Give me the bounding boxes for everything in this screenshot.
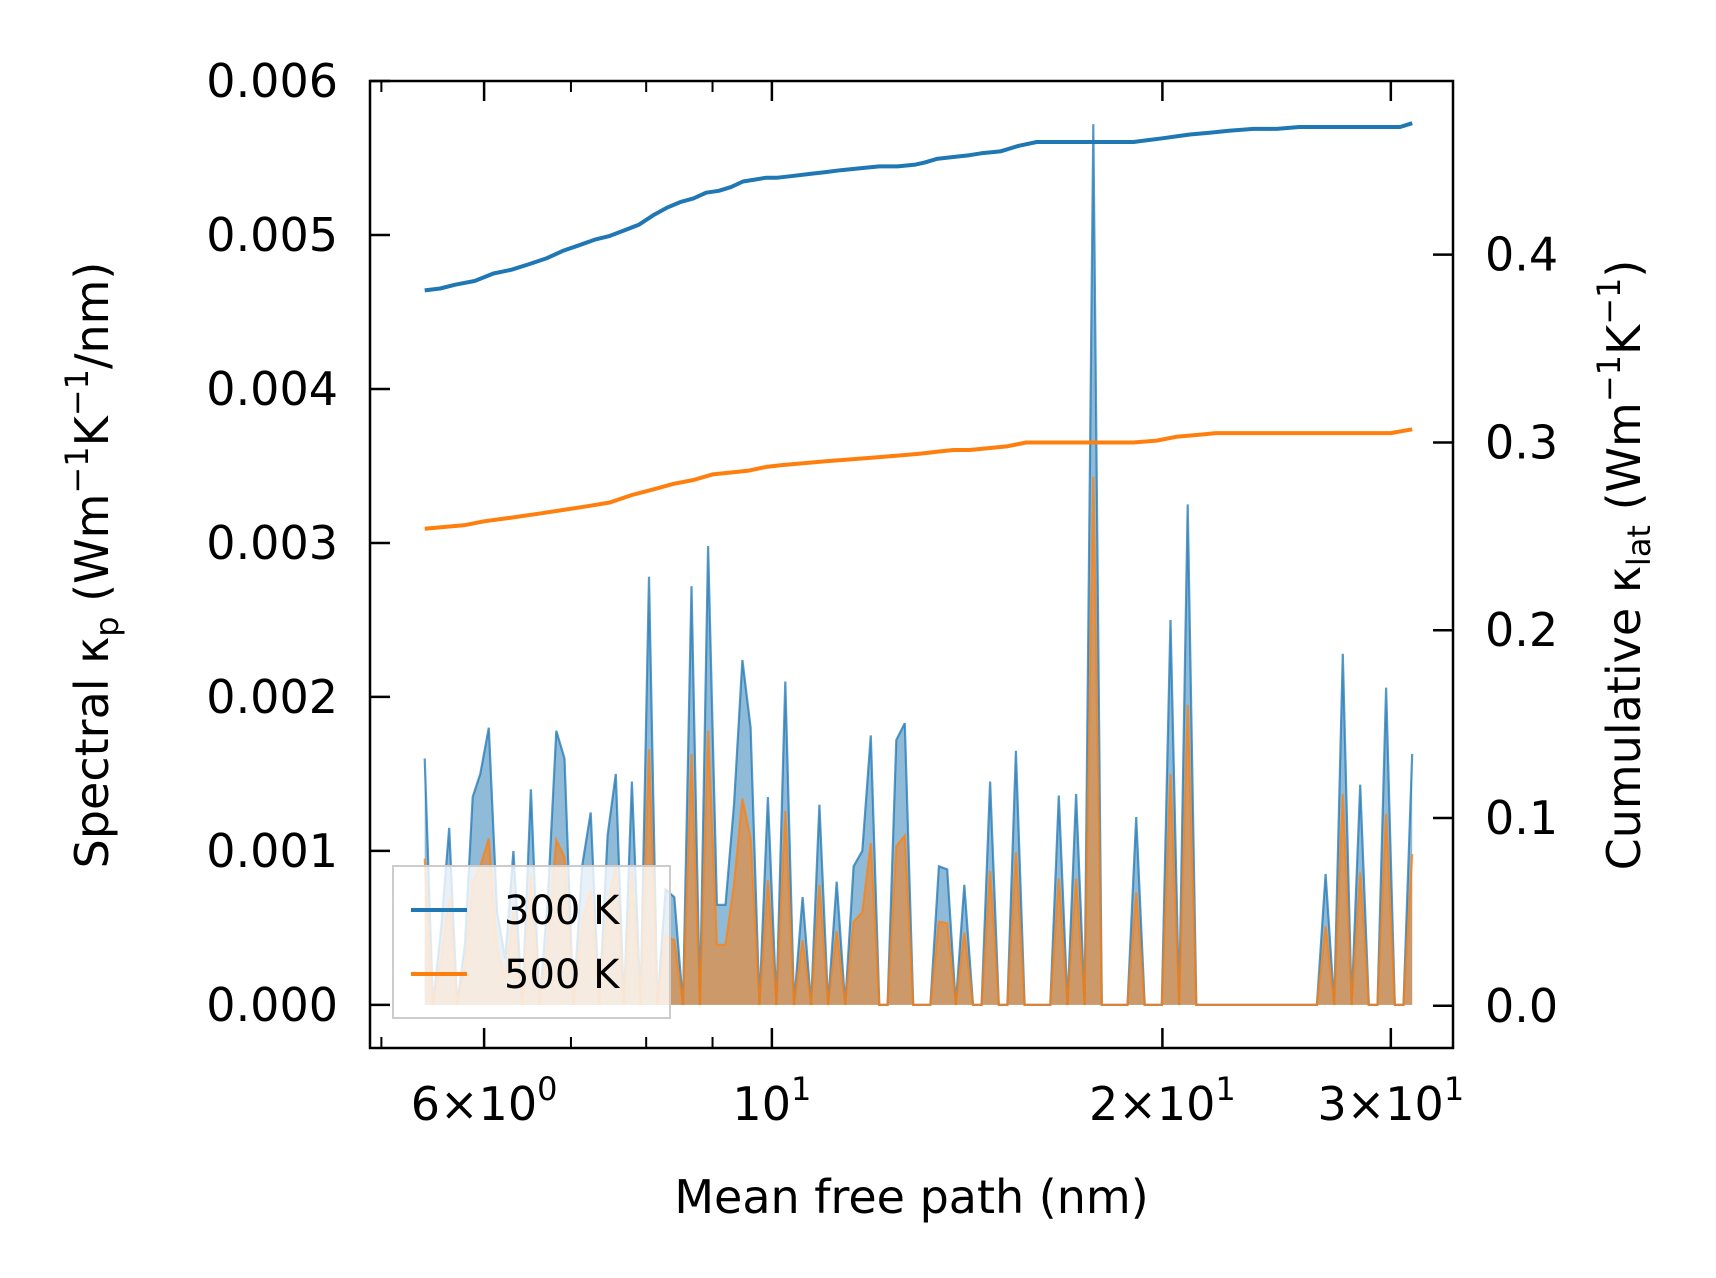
y-left-tick-label: 0.002 — [206, 670, 338, 724]
y-right-axis-title-unit: (Wm — [1597, 402, 1651, 525]
legend: 300 K 500 K — [392, 865, 671, 1019]
x-tick-exponent: 1 — [1444, 1070, 1464, 1108]
y-right-axis-title-exponent: −1 — [1590, 278, 1628, 325]
y-right-tick-label: 0.4 — [1485, 228, 1558, 282]
legend-box — [392, 865, 671, 1019]
cumulative-line-300k — [424, 121, 1413, 293]
x-tick-mantissa: 3 — [1317, 1077, 1346, 1131]
y-right-tick-label: 0.1 — [1485, 791, 1558, 845]
x-tick-times: × — [1118, 1077, 1157, 1131]
y-left-axis-title-unit-close: /nm) — [65, 262, 119, 369]
y-right-axis-title-main: Cumulative κ — [1597, 566, 1651, 870]
y-left-axis-title-exponent: −1 — [58, 369, 96, 416]
x-tick-label: 2×101 — [1089, 1070, 1236, 1131]
y-right-tick-label: 0.2 — [1485, 603, 1558, 657]
y-left-tick-label: 0.000 — [206, 978, 338, 1032]
y-right-axis-title-exponent: −1 — [1590, 355, 1628, 402]
x-tick-base: 10 — [1157, 1077, 1216, 1131]
x-tick-base: 10 — [479, 1077, 538, 1131]
y-right-axis-title-unit-k: K — [1597, 323, 1651, 355]
plot-frame — [368, 79, 1455, 1050]
y-left-axis-title-exponent: −1 — [58, 446, 96, 493]
legend-label: 300 K — [504, 888, 621, 934]
y-right-tick-label: 0.0 — [1485, 979, 1558, 1033]
y-left-axis-title-subscript: p — [88, 616, 126, 636]
y-left-axis-title: Spectral κp (Wm−1K−1/nm) — [58, 262, 126, 869]
legend-label: 500 K — [504, 952, 621, 998]
x-tick-mantissa: 6 — [411, 1077, 440, 1131]
y-left-axis-title-main: Spectral κ — [65, 637, 119, 869]
y-left-tick-label: 0.006 — [206, 54, 338, 108]
axes-layer: 0.000 0.001 0.002 0.003 0.004 0.005 0.006 0.0 0.… — [58, 54, 1658, 1224]
x-tick-times: × — [440, 1077, 479, 1131]
x-tick-times: × — [1347, 1077, 1386, 1131]
y-right-axis-title: Cumulative κlat (Wm−1K−1) — [1590, 260, 1658, 871]
y-right-axis-title-unit-close: ) — [1597, 260, 1651, 278]
x-tick-label: 3×101 — [1317, 1070, 1464, 1131]
x-tick-exponent: 0 — [537, 1070, 557, 1108]
y-left-tick-label: 0.003 — [206, 516, 338, 570]
x-tick-exponent: 1 — [791, 1070, 811, 1108]
cumulative-line-500k — [424, 427, 1413, 531]
x-tick-label: 6×100 — [411, 1070, 558, 1131]
series-line-layer — [424, 121, 1413, 531]
x-axis-title: Mean free path (nm) — [674, 1170, 1148, 1224]
x-tick-exponent: 1 — [1215, 1070, 1235, 1108]
x-tick-label: 101 — [732, 1070, 811, 1131]
y-left-tick-label: 0.001 — [206, 824, 338, 878]
x-tick-mantissa: 2 — [1089, 1077, 1118, 1131]
y-left-tick-label: 0.005 — [206, 208, 338, 262]
y-left-axis-title-unit-k: K — [65, 414, 119, 446]
x-tick-base: 10 — [1385, 1077, 1444, 1131]
y-right-tick-label: 0.3 — [1485, 415, 1558, 469]
x-tick-base: 10 — [732, 1077, 791, 1131]
y-left-tick-label: 0.004 — [206, 362, 338, 416]
y-right-axis-title-subscript: lat — [1620, 525, 1658, 566]
y-left-axis-title-unit: (Wm — [65, 494, 119, 617]
